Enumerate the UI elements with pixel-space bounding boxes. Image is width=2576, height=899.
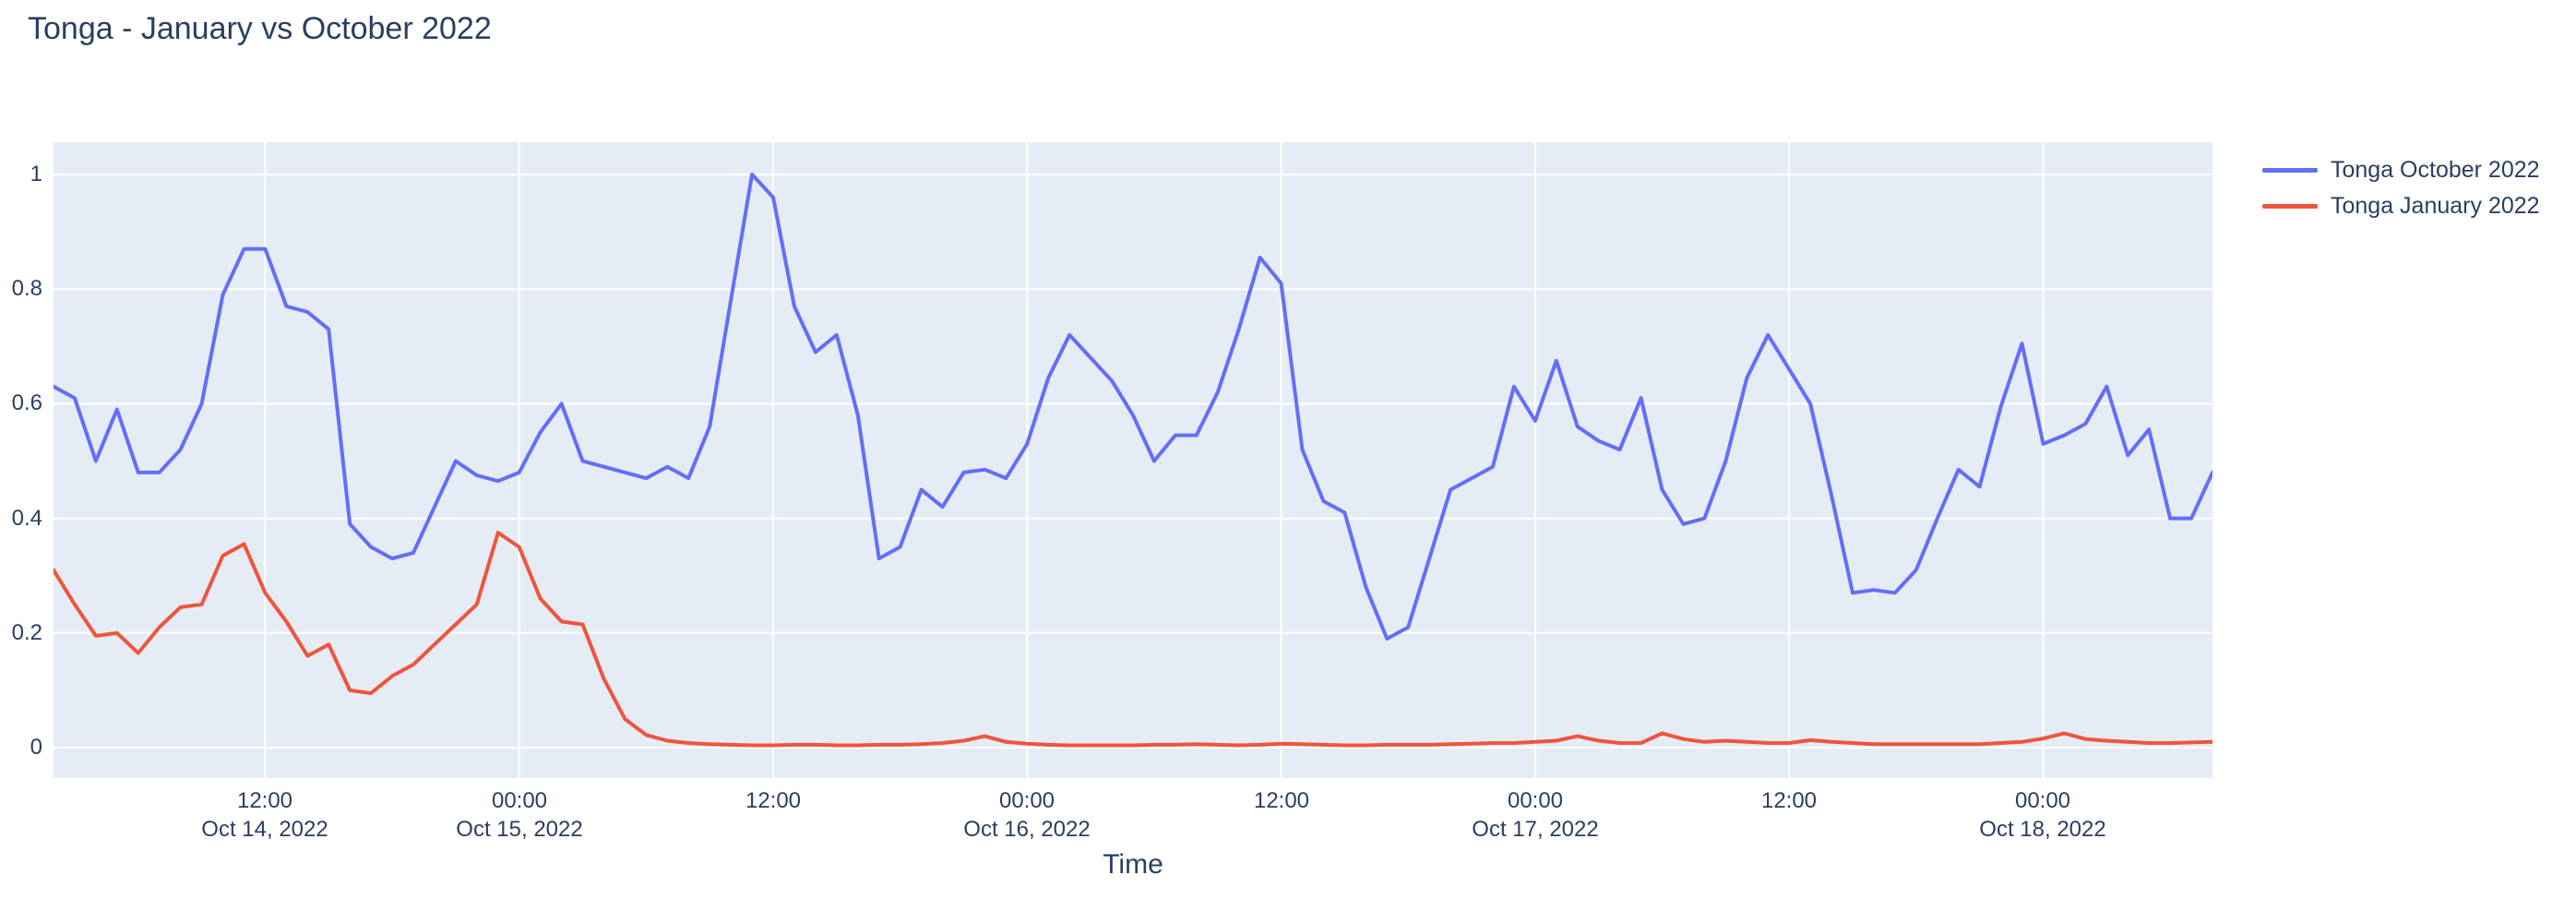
- x-tick-time: 00:00: [2014, 788, 2071, 813]
- x-tick-label: 00:00 Oct 15, 2022: [456, 786, 582, 844]
- x-tick-label: 00:00 Oct 18, 2022: [1979, 786, 2105, 844]
- y-tick-label-1: 1: [30, 162, 42, 186]
- y-tick-label-0.2: 0.2: [11, 620, 42, 645]
- legend-label: Tonga October 2022: [2331, 157, 2540, 183]
- x-tick-label: 12:00: [745, 786, 801, 815]
- legend-item-tonga-october-2022[interactable]: Tonga October 2022: [2262, 152, 2540, 188]
- x-axis-title: Time: [1103, 849, 1163, 880]
- x-tick-time: 12:00: [1253, 788, 1310, 813]
- y-tick-label-0.8: 0.8: [11, 276, 42, 301]
- x-tick-date: Oct 15, 2022: [456, 817, 583, 842]
- x-tick-time: 00:00: [491, 788, 548, 813]
- legend-item-tonga-january-2022[interactable]: Tonga January 2022: [2262, 188, 2540, 224]
- x-tick-label: 12:00: [1254, 786, 1309, 815]
- chart-title: Tonga - January vs October 2022: [28, 11, 492, 46]
- legend-line-swatch: [2262, 168, 2318, 173]
- x-tick-label: 12:00: [1761, 786, 1817, 815]
- y-tick-label-0: 0: [30, 735, 42, 760]
- x-tick-date: Oct 18, 2022: [1979, 817, 2106, 842]
- legend-label: Tonga January 2022: [2331, 193, 2540, 219]
- y-tick-label-0.6: 0.6: [11, 390, 42, 415]
- plot-svg[interactable]: [54, 142, 2212, 778]
- legend-line-swatch: [2262, 204, 2318, 209]
- series-line-tonga-january-2022[interactable]: [54, 531, 2212, 748]
- legend: Tonga October 2022 Tonga January 2022: [2262, 152, 2540, 224]
- plot-area[interactable]: [54, 142, 2212, 778]
- x-tick-time: 00:00: [1507, 788, 1564, 813]
- x-tick-date: Oct 17, 2022: [1472, 817, 1599, 842]
- x-tick-label: 00:00 Oct 17, 2022: [1472, 786, 1598, 844]
- x-tick-label: 00:00 Oct 16, 2022: [963, 786, 1090, 844]
- x-tick-date: Oct 16, 2022: [963, 817, 1091, 842]
- x-tick-date: Oct 14, 2022: [201, 817, 328, 842]
- y-tick-label-0.4: 0.4: [11, 506, 42, 531]
- x-tick-time: 12:00: [745, 788, 802, 813]
- x-tick-time: 12:00: [1760, 788, 1818, 813]
- series-line-tonga-october-2022[interactable]: [54, 173, 2212, 641]
- x-tick-label: 12:00 Oct 14, 2022: [201, 786, 328, 844]
- x-tick-time: 00:00: [998, 788, 1055, 813]
- x-tick-time: 12:00: [236, 788, 293, 813]
